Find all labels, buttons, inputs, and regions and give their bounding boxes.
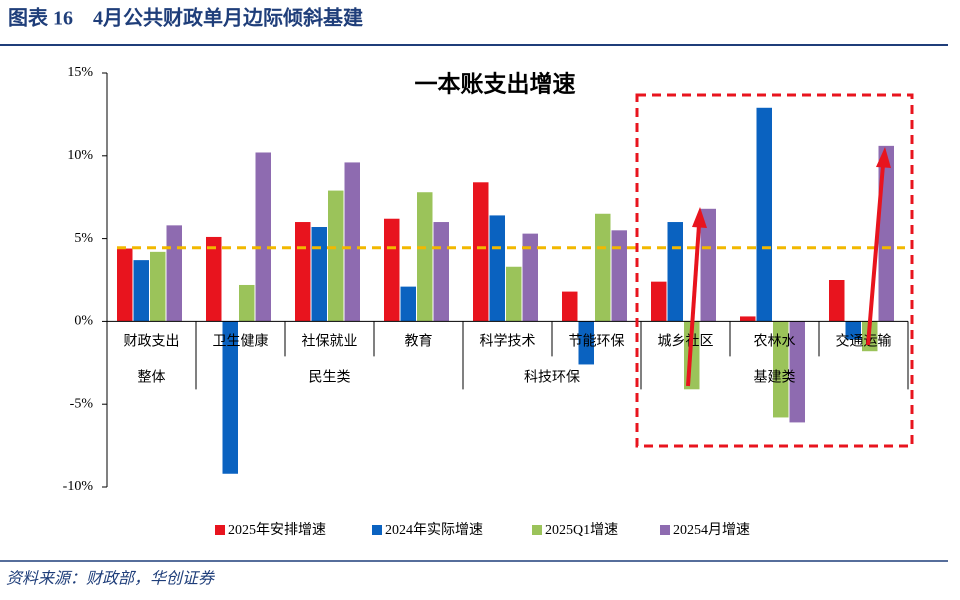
bar <box>222 321 238 474</box>
bar <box>611 230 627 322</box>
bar <box>756 107 772 322</box>
group-label: 科技环保 <box>524 370 580 386</box>
bar <box>239 284 255 322</box>
highlight-box <box>635 93 914 448</box>
bar <box>773 321 789 418</box>
bar <box>522 233 538 322</box>
legend-label: 20254月增速 <box>673 522 750 538</box>
bar <box>506 266 522 322</box>
bar <box>166 225 182 322</box>
bar <box>651 281 667 322</box>
arrow-head <box>876 147 891 168</box>
legend-label: 2025Q1增速 <box>545 522 618 538</box>
arrow <box>866 164 885 346</box>
chart-title: 一本账支出增速 <box>415 70 576 96</box>
arrow-head <box>692 207 707 228</box>
legend-swatch <box>660 525 670 535</box>
bar <box>400 286 416 322</box>
bar <box>117 248 133 322</box>
bar <box>740 316 756 322</box>
bar <box>667 222 683 322</box>
legend-swatch <box>532 525 542 535</box>
y-tick-label: 15% <box>67 65 93 80</box>
x-tick-label: 交通运输 <box>836 333 892 350</box>
bar <box>829 280 845 322</box>
bar <box>578 321 594 365</box>
bar <box>417 192 433 322</box>
bar <box>562 291 578 322</box>
legend-label: 2024年实际增速 <box>385 522 483 538</box>
group-label: 整体 <box>138 370 166 386</box>
bar <box>133 260 149 322</box>
annotations <box>635 93 914 448</box>
y-tick-label: 0% <box>74 314 93 329</box>
x-tick-label: 社保就业 <box>302 334 358 350</box>
bar <box>384 218 400 322</box>
bar <box>595 213 611 322</box>
x-tick-label: 卫生健康 <box>213 333 269 350</box>
x-tick-label: 财政支出 <box>124 334 180 350</box>
bar <box>700 208 716 322</box>
bar <box>206 236 222 322</box>
legend-label: 2025年安排增速 <box>228 522 326 538</box>
x-tick-label: 农林水 <box>754 334 796 350</box>
x-tick-label: 教育 <box>405 334 433 350</box>
bar <box>344 162 360 322</box>
bar <box>295 222 311 322</box>
group-label: 基建类 <box>754 369 796 386</box>
header-title: 图表 16 4月公共财政单月边际倾斜基建 <box>8 6 363 30</box>
bar <box>255 152 271 322</box>
bar <box>150 251 166 322</box>
x-tick-label: 科学技术 <box>480 334 536 350</box>
y-tick-label: -5% <box>70 396 94 411</box>
bar <box>845 321 861 340</box>
bar <box>489 215 505 322</box>
bar <box>789 321 805 423</box>
x-tick-label: 节能环保 <box>569 334 625 350</box>
y-tick-label: -10% <box>63 479 94 494</box>
group-label: 民生类 <box>309 370 351 386</box>
arrow <box>686 224 701 387</box>
source: 资料来源：财政部，华创证券 <box>6 570 216 588</box>
bar <box>433 222 449 322</box>
bar <box>311 227 327 322</box>
bar <box>473 182 489 322</box>
y-tick-label: 5% <box>74 231 93 246</box>
legend-swatch <box>215 525 225 535</box>
bar <box>328 190 344 322</box>
legend-swatch <box>372 525 382 535</box>
x-tick-label: 城乡社区 <box>658 334 714 350</box>
y-tick-label: 10% <box>67 148 93 163</box>
